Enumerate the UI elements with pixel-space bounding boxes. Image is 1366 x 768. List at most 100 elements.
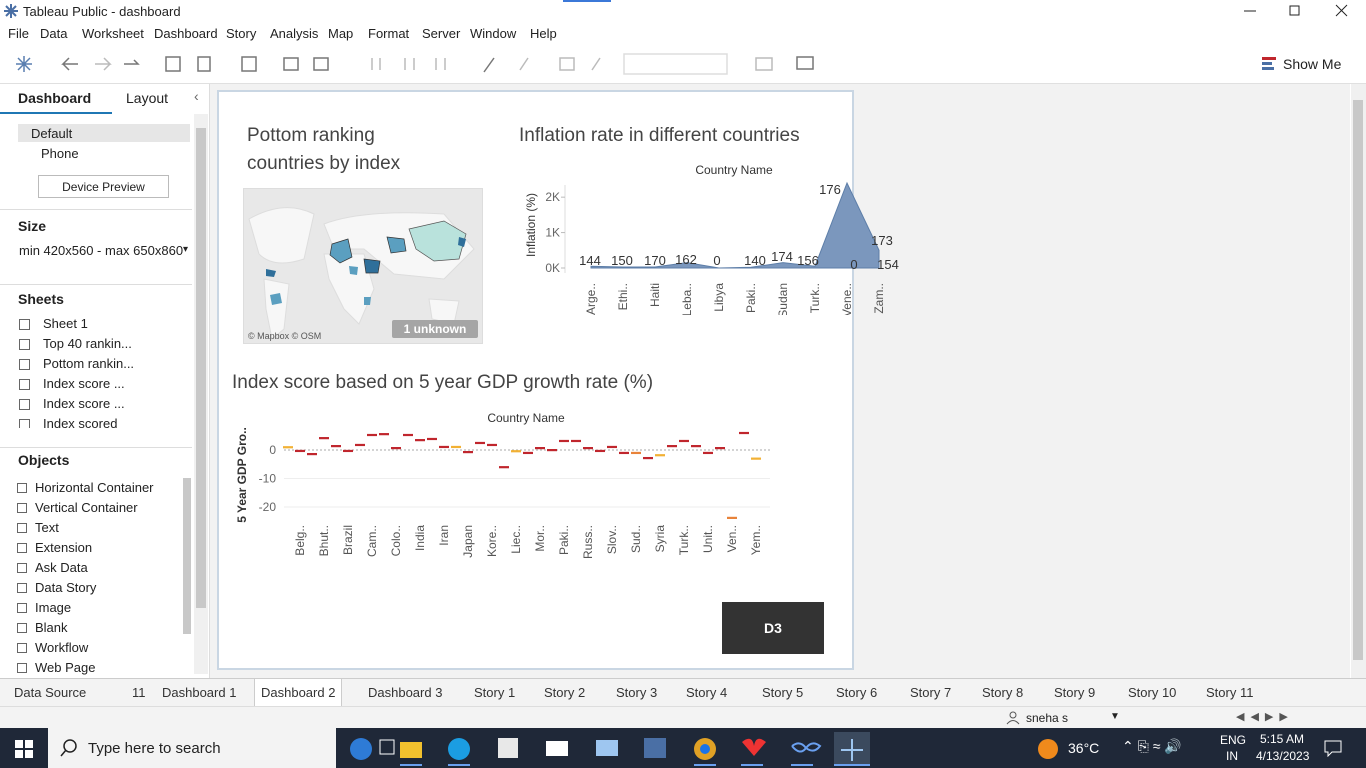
chart-title: Inflation rate in different countries	[519, 125, 800, 146]
x-tick-label: Turk..	[677, 525, 691, 555]
x-tick-label: Arge..	[584, 283, 598, 315]
object-item[interactable]: Extension	[35, 540, 93, 555]
window-controls[interactable]	[1236, 0, 1366, 22]
menu-item[interactable]: Format	[368, 26, 410, 41]
object-item[interactable]: Horizontal Container	[35, 480, 154, 495]
user-name[interactable]: sneha s	[1026, 711, 1069, 725]
sheet-tab[interactable]: Story 10	[1128, 685, 1177, 700]
sheet-tab[interactable]: Dashboard 3	[368, 685, 443, 700]
object-item[interactable]: Ask Data	[35, 560, 88, 575]
taskbar-apps[interactable]	[340, 732, 880, 766]
bar	[619, 451, 629, 455]
notifications[interactable]	[1324, 739, 1342, 757]
bar	[559, 439, 569, 443]
sheet-tab[interactable]: Story 1	[474, 685, 516, 700]
sheet-tab[interactable]: Story 3	[616, 685, 658, 700]
nav-arrows[interactable]: ◀◀▶▶	[1236, 711, 1294, 723]
sheet-item[interactable]: Pottom rankin...	[43, 356, 135, 371]
object-icon	[17, 643, 27, 653]
start[interactable]	[15, 740, 33, 758]
d3-button[interactable]: D3	[722, 602, 824, 654]
object-item[interactable]: Workflow	[35, 640, 89, 655]
object-item[interactable]: Data Story	[35, 580, 97, 595]
object-item[interactable]: Web Page	[35, 660, 96, 675]
sheet-tab[interactable]: Story 5	[762, 685, 804, 700]
show-me[interactable]: Show Me	[1283, 56, 1342, 72]
toolbar-icons[interactable]	[0, 44, 830, 84]
scroll-thumb[interactable]	[183, 478, 191, 634]
object-item[interactable]: Vertical Container	[35, 500, 138, 515]
object-item[interactable]: Blank	[35, 620, 68, 635]
map-title: Pottom ranking countries by index	[247, 125, 401, 174]
sheet-item[interactable]: Index score ...	[43, 376, 125, 391]
x-tick-label: Unit..	[701, 525, 715, 553]
dropdown[interactable]: ▾	[183, 244, 189, 255]
sheet-tab[interactable]: Story 9	[1054, 685, 1096, 700]
map[interactable]: © Mapbox © OSM 1 unknown	[243, 188, 483, 344]
user-dropdown[interactable]: ▼	[1110, 711, 1120, 722]
object-icon	[17, 583, 27, 593]
sheet-tab[interactable]: Story 2	[544, 685, 586, 700]
sheet-item[interactable]: Sheet 1	[43, 316, 88, 331]
search-icon	[60, 739, 77, 757]
sheet-item[interactable]: Index scored	[43, 416, 118, 428]
x-tick-label: Paki..	[557, 525, 571, 555]
side-panel: Dashboard Layout ‹ Default Phone Device …	[0, 84, 210, 678]
tab-dashboard[interactable]: Dashboard	[18, 90, 92, 106]
object-item[interactable]: Text	[35, 520, 59, 535]
bar	[643, 456, 653, 460]
sheet-item[interactable]: Top 40 rankin...	[43, 336, 132, 351]
sheet-tab[interactable]: Story 11	[1206, 685, 1254, 700]
bar	[727, 516, 737, 519]
device-default[interactable]: Default	[31, 126, 73, 141]
menu-item[interactable]: Window	[470, 26, 517, 41]
menu-item[interactable]: Dashboard	[154, 26, 218, 41]
weather: 36°C	[1068, 740, 1100, 756]
menu-item[interactable]: Analysis	[270, 26, 319, 41]
sheet-tab[interactable]: Story 4	[686, 685, 728, 700]
clock-time[interactable]: 5:15 AM	[1260, 732, 1305, 746]
unknown-badge[interactable]: 1 unknown	[392, 320, 478, 338]
region[interactable]: IN	[1226, 749, 1238, 763]
sheet-tab[interactable]: Dashboard 1	[162, 685, 237, 700]
sheet-tab[interactable]: 11	[132, 685, 146, 700]
size-value[interactable]: min 420x560 - max 650x860	[19, 243, 184, 258]
bar	[439, 445, 449, 449]
object-icon	[17, 543, 27, 553]
y-tick-label: 1K	[545, 226, 560, 240]
sheet-icon	[19, 419, 30, 428]
menu-item[interactable]: Worksheet	[82, 26, 144, 41]
menu-item[interactable]: Server	[422, 26, 461, 41]
bar	[355, 443, 365, 447]
sheet-tab[interactable]: Story 7	[910, 685, 952, 700]
bar	[523, 451, 533, 455]
menu-item[interactable]: Help	[530, 26, 557, 41]
sheet-tab[interactable]: Data Source	[14, 685, 87, 700]
sheet-tab[interactable]: Story 8	[982, 685, 1024, 700]
sheet-tab[interactable]: Story 6	[836, 685, 878, 700]
sheet-item[interactable]: Index score ...	[43, 396, 125, 411]
bar	[703, 451, 713, 455]
tab-layout[interactable]: Layout	[126, 90, 169, 106]
sheet-tab[interactable]: Dashboard 2	[254, 679, 343, 707]
data-label: 174	[771, 249, 793, 264]
device-phone[interactable]: Phone	[41, 146, 79, 161]
clock-date[interactable]: 4/13/2023	[1256, 749, 1310, 763]
column-header: Country Name	[487, 411, 565, 425]
menu-item[interactable]: Map	[328, 26, 354, 41]
device-preview[interactable]: Device Preview	[38, 175, 169, 198]
menu-item[interactable]: Data	[40, 26, 68, 41]
x-tick-label: Kore..	[485, 525, 499, 557]
object-item[interactable]: Image	[35, 600, 72, 615]
menu-item[interactable]: File	[8, 26, 29, 41]
scroll-thumb[interactable]	[1353, 100, 1363, 660]
bar	[595, 449, 605, 453]
scroll-thumb[interactable]	[196, 128, 206, 608]
search-box[interactable]: Type here to search	[48, 728, 336, 768]
tray-icons[interactable]: ⌃ ⎘ ≈ 🔊	[1122, 738, 1182, 754]
lang[interactable]: ENG	[1220, 733, 1247, 747]
area	[590, 181, 880, 269]
menu-item[interactable]: Story	[226, 26, 257, 41]
y-axis-label: Inflation (%)	[524, 193, 538, 257]
collapse[interactable]: ‹	[194, 88, 199, 104]
